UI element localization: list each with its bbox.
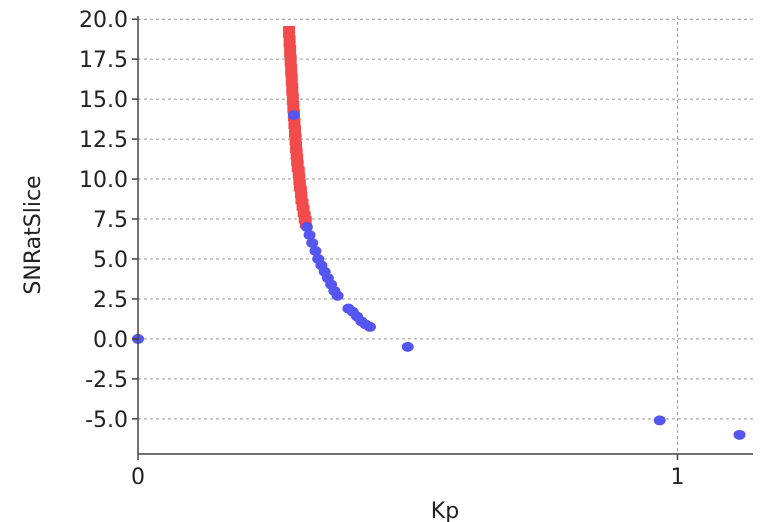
y-tick-label: 12.5	[79, 128, 128, 153]
y-gridlines	[138, 18, 753, 420]
axes	[132, 16, 753, 460]
data-point-red	[283, 35, 296, 48]
x-tick-label: 1	[670, 465, 684, 490]
data-point-blue	[306, 237, 319, 248]
y-tick-label: 0.0	[93, 328, 128, 353]
y-tick-label: 7.5	[93, 208, 128, 233]
data-point-blue	[287, 110, 300, 121]
data-point-blue	[401, 341, 414, 352]
data-point-red	[284, 54, 297, 67]
data-points	[132, 25, 746, 440]
y-tick-labels: 20.0 17.5 15.0 12.5 10.0 7.5 5.0 2.5 0.0 -2.5 -5.0	[79, 8, 128, 433]
data-point-blue	[363, 321, 376, 332]
data-point-red	[283, 25, 296, 38]
data-point-red	[285, 73, 298, 86]
data-point-red	[288, 125, 301, 138]
data-point-red	[285, 64, 298, 77]
y-tick-label: 5.0	[93, 248, 128, 273]
data-point-blue	[309, 245, 322, 256]
y-tick-label: 10.0	[79, 168, 128, 193]
data-point-blue	[300, 222, 313, 233]
data-point-blue	[653, 415, 666, 426]
plot-area	[138, 16, 753, 454]
y-tick-label: -5.0	[85, 408, 128, 433]
data-point-blue	[303, 230, 316, 240]
data-point-blue	[331, 290, 344, 301]
y-tick-label: 20.0	[79, 8, 128, 33]
y-tick-label: 15.0	[79, 88, 128, 113]
y-tick-label: 2.5	[93, 288, 128, 313]
x-tick-label: 0	[131, 465, 145, 490]
x-axis-label: Kp	[431, 499, 459, 522]
y-tick-label: 17.5	[79, 48, 128, 73]
data-point-red	[286, 83, 299, 96]
y-axis-label: SNRatSlice	[21, 175, 46, 294]
data-point-red	[284, 45, 297, 58]
data-point-blue	[733, 429, 746, 440]
y-tick-label: -2.5	[85, 368, 128, 393]
